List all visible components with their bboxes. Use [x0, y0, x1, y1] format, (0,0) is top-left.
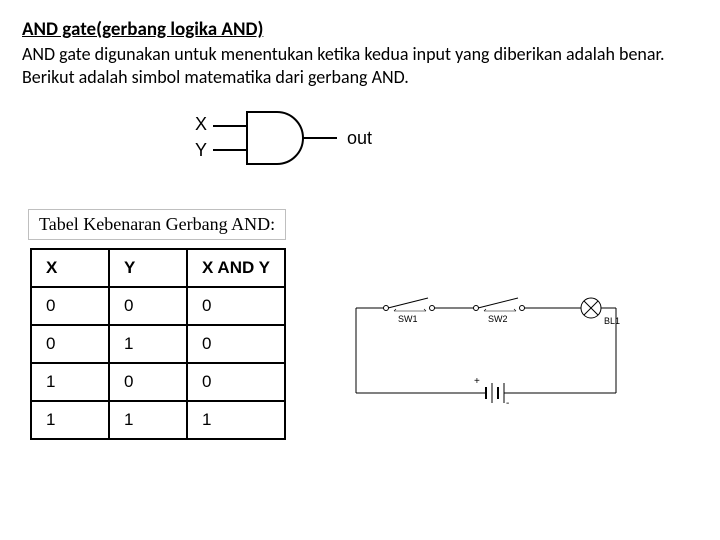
page-title: AND gate(gerbang logika AND) [22, 18, 698, 41]
gate-input-y-label: Y [195, 140, 207, 160]
and-gate-body [247, 112, 303, 164]
table-row: 111 [31, 401, 285, 439]
truth-table-caption: Tabel Kebenaran Gerbang AND: [28, 209, 286, 240]
sw2-label: SW2 [488, 314, 508, 324]
table-row: 000 [31, 287, 285, 325]
table-header-row: X Y X AND Y [31, 249, 285, 287]
col-header: X AND Y [187, 249, 285, 287]
table-row: 100 [31, 363, 285, 401]
truth-table: X Y X AND Y 000 010 100 111 [30, 248, 286, 440]
battery-pos: + [474, 376, 480, 387]
switch-sw1 [388, 298, 428, 308]
gate-output-label: out [347, 128, 372, 148]
and-gate-symbol: X Y out [177, 104, 698, 187]
col-header: X [31, 249, 109, 287]
lamp-label: BL1 [604, 316, 620, 326]
sw1-label: SW1 [398, 314, 418, 324]
description-text: AND gate digunakan untuk menentukan keti… [22, 43, 698, 88]
battery-neg: - [506, 398, 509, 409]
series-circuit-diagram: SW1 SW2 BL1 + - [346, 288, 636, 423]
switch-sw2 [478, 298, 518, 308]
col-header: Y [109, 249, 187, 287]
gate-input-x-label: X [195, 114, 207, 134]
table-row: 010 [31, 325, 285, 363]
